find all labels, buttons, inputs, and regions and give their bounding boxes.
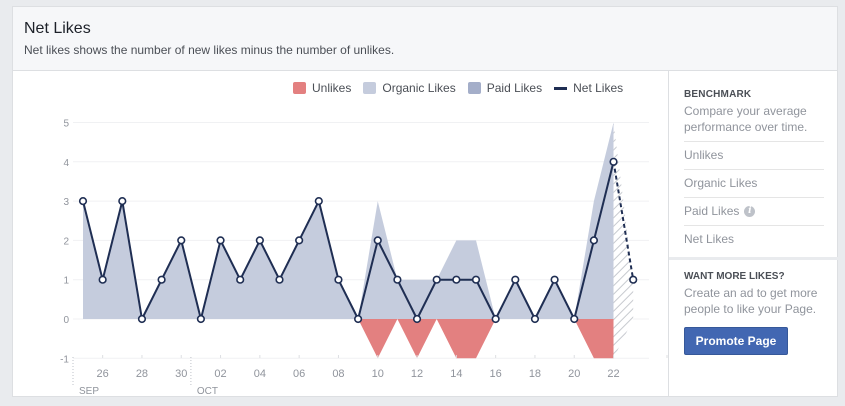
chart-area: -1 0 1 2 3 4 5 26 28 30 02 04 06 08 10 12 14 16 18 20 22 SEP O…: [13, 71, 668, 397]
net-likes-point: [373, 236, 382, 245]
net-likes-point: [452, 275, 461, 284]
y-tick-label: 1: [63, 276, 69, 287]
y-tick-label: 5: [63, 119, 69, 130]
paid-likes-swatch: [467, 82, 481, 94]
benchmark-item-unlikes[interactable]: Unlikes: [684, 141, 824, 169]
net-likes-point: [393, 275, 402, 284]
legend-label: Paid Likes: [486, 81, 543, 95]
net-likes-point: [196, 314, 205, 324]
y-tick-label: 4: [63, 158, 69, 169]
net-likes-point: [78, 197, 88, 206]
benchmark-item-paid-likes[interactable]: Paid Likes i: [684, 197, 824, 225]
x-tick-label: 02: [214, 368, 226, 380]
x-tick-label: 16: [490, 368, 502, 380]
chart-legend: Unlikes Organic Likes Paid Likes Net Lik…: [293, 81, 623, 95]
net-likes-point: [609, 157, 618, 166]
x-tick-label: 18: [529, 368, 541, 380]
sidebar-divider: [669, 257, 839, 260]
legend-item-net-likes[interactable]: Net Likes: [554, 81, 623, 95]
net-likes-swatch: [554, 86, 568, 90]
organic-likes-swatch: [363, 82, 377, 94]
legend-label: Organic Likes: [382, 81, 456, 95]
benchmark-sidebar: BENCHMARK Compare your average performan…: [668, 71, 839, 397]
x-tick-label: 22: [607, 368, 619, 380]
net-likes-point: [334, 275, 343, 284]
net-likes-point: [471, 275, 481, 284]
y-tick-label: 3: [63, 197, 69, 208]
legend-item-organic-likes[interactable]: Organic Likes: [363, 81, 456, 95]
card-header: Net Likes Net likes shows the number of …: [13, 7, 837, 71]
net-likes-point: [589, 236, 599, 245]
legend-item-paid-likes[interactable]: Paid Likes: [467, 81, 543, 95]
promote-page-button[interactable]: Promote Page: [684, 327, 788, 355]
net-likes-point: [137, 314, 147, 324]
benchmark-item-label: Net Likes: [684, 232, 735, 246]
organic-likes-area: [83, 122, 614, 319]
page-subtitle: Net likes shows the number of new likes …: [24, 43, 395, 57]
x-tick-label: 26: [97, 368, 109, 380]
benchmark-list: Unlikes Organic Likes Paid Likes i Net Li…: [684, 141, 824, 253]
net-likes-point: [98, 275, 107, 284]
benchmark-item-net-likes[interactable]: Net Likes: [684, 225, 824, 253]
unlikes-swatch: [293, 82, 306, 94]
benchmark-item-label: Paid Likes: [684, 204, 740, 218]
net-likes-point: [255, 236, 264, 245]
x-tick-label: 06: [293, 368, 305, 380]
want-more-likes-title: WANT MORE LIKES?: [684, 271, 785, 282]
net-likes-point: [216, 236, 225, 245]
net-likes-point: [177, 236, 186, 245]
y-tick-label: -1: [60, 354, 69, 365]
x-tick-label: 20: [568, 368, 580, 380]
x-tick-label: 12: [411, 368, 423, 380]
x-tick-label: 14: [450, 368, 462, 380]
x-tick-label: 04: [254, 368, 266, 380]
net-likes-point: [629, 275, 638, 284]
net-likes-point: [118, 197, 127, 206]
legend-label: Net Likes: [573, 81, 624, 95]
benchmark-item-organic-likes[interactable]: Organic Likes: [684, 169, 824, 197]
x-tick-label: 10: [372, 368, 384, 380]
page-title: Net Likes: [24, 20, 91, 37]
y-tick-label: 2: [63, 236, 69, 247]
net-likes-point: [314, 197, 323, 206]
net-likes-point: [412, 314, 422, 324]
net-likes-point: [432, 275, 441, 284]
x-tick-label: 28: [136, 368, 148, 380]
projected-unlikes-area: [613, 319, 634, 359]
y-tick-label: 0: [63, 315, 69, 326]
legend-item-unlikes[interactable]: Unlikes: [293, 81, 351, 95]
net-likes-point: [511, 275, 520, 284]
x-tick-label: 30: [175, 368, 187, 380]
net-likes-line: [82, 161, 615, 320]
month-label: SEP: [79, 386, 99, 397]
benchmark-title: BENCHMARK: [684, 89, 752, 100]
net-likes-point: [275, 275, 284, 284]
unlikes-area: [83, 319, 614, 359]
benchmark-item-label: Organic Likes: [684, 176, 758, 190]
net-likes-card: Net Likes Net likes shows the number of …: [12, 6, 839, 397]
net-likes-point: [550, 275, 559, 284]
net-likes-point: [491, 314, 500, 324]
net-likes-point: [354, 314, 363, 324]
net-likes-point: [157, 275, 166, 284]
legend-label: Unlikes: [312, 81, 352, 95]
net-likes-projected-line: [612, 161, 635, 280]
net-likes-point: [530, 314, 540, 324]
net-likes-point: [570, 314, 579, 324]
info-icon[interactable]: i: [744, 206, 756, 217]
month-label: OCT: [197, 386, 218, 397]
benchmark-item-label: Unlikes: [684, 148, 724, 162]
want-more-likes-description: Create an ad to get more people to like …: [684, 286, 818, 316]
x-tick-label: 08: [332, 368, 344, 380]
benchmark-description: Compare your average performance over ti…: [684, 104, 808, 134]
net-likes-point: [295, 236, 304, 245]
net-likes-point: [236, 275, 245, 284]
